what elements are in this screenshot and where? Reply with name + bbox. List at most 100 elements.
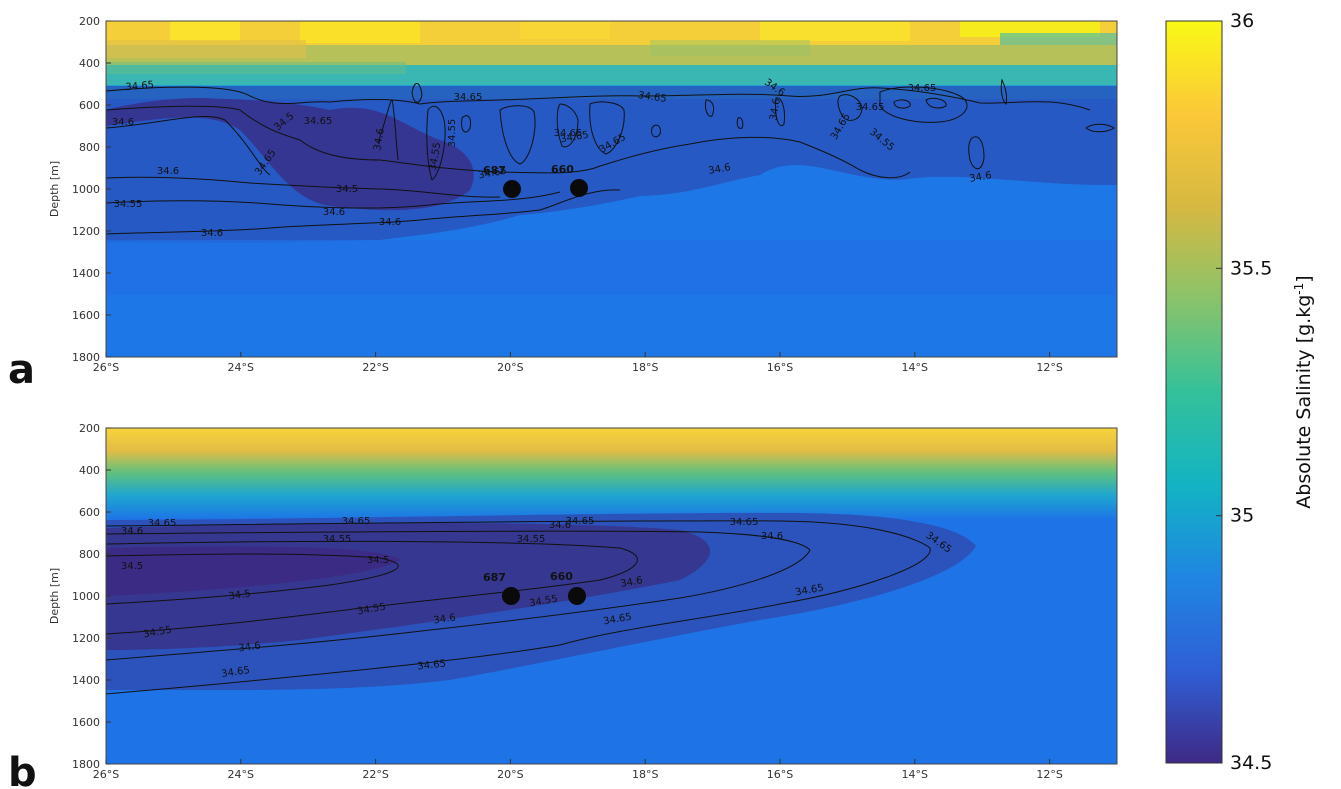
contour-label: 34.55 (357, 602, 387, 618)
contour-label: 34.65 (342, 516, 371, 527)
contour-label: 34.6 (238, 641, 262, 655)
contour-label: 34.65 (566, 516, 595, 527)
contour-label: 34.6 (549, 520, 571, 531)
float-687-label-a: 687 (483, 164, 506, 177)
contour-label: 34.65 (560, 130, 590, 146)
colorbar: 36 35.5 35 34.5 Absolute Salinity [g.kg-1] (1165, 10, 1315, 774)
x-tick-label: 16°S (767, 768, 793, 781)
y-tick-label: 1200 (72, 225, 100, 238)
contour-label: 34.65 (304, 116, 333, 127)
contour-label: 34.65 (454, 92, 483, 103)
x-tick-label: 26°S (93, 361, 119, 374)
panel-a-ylabel: Depth [m] (48, 161, 61, 217)
x-tick-label: 16°S (767, 361, 793, 374)
y-tick-label: 1600 (72, 716, 100, 729)
float-687-marker-b (502, 587, 520, 605)
contour-label: 34.65 (795, 583, 825, 599)
panel-b-ylabel: Depth [m] (48, 568, 61, 624)
x-tick-label: 24°S (228, 768, 254, 781)
float-687-marker-a (503, 180, 521, 198)
contour-label: 34.6 (761, 531, 783, 542)
x-tick-label: 20°S (497, 361, 523, 374)
x-tick-label: 14°S (902, 768, 928, 781)
x-tick-label: 24°S (228, 361, 254, 374)
float-687-label-b: 687 (483, 571, 506, 584)
contour-label: 34.65 (148, 518, 177, 529)
y-tick-label: 1400 (72, 267, 100, 280)
panel-a-letter: a (8, 347, 35, 393)
y-tick-label: 1400 (72, 674, 100, 687)
contour-label: 34.55 (428, 142, 444, 172)
contour-label: 34.6 (372, 128, 387, 152)
panel-a-contours (105, 78, 1115, 235)
panel-b-axes: 26°S 24°S 22°S 20°S 18°S 16°S 14°S 12°S 200 400 60… (72, 422, 1063, 781)
contour-label: 34.6 (157, 166, 179, 177)
contour-label: 34.5 (121, 561, 143, 572)
contour-label: 34.55 (517, 534, 546, 545)
panel-b-floats: 687 660 (483, 570, 586, 605)
contour-label: 34.65 (554, 128, 583, 139)
y-tick-label: 400 (79, 57, 100, 70)
contour-label: 34.5 (336, 184, 358, 195)
y-tick-label: 1800 (72, 351, 100, 364)
panel-a-axes: 26°S 24°S 22°S 20°S 18°S 16°S 14°S 12°S 200 400 60… (72, 15, 1063, 374)
y-tick-label: 800 (79, 548, 100, 561)
x-tick-label: 12°S (1036, 768, 1062, 781)
y-tick-label: 1600 (72, 309, 100, 322)
colorbar-label-sup: -1 (1292, 283, 1306, 295)
colorbar-tick-label: 36 (1230, 10, 1254, 32)
y-tick-label: 600 (79, 506, 100, 519)
contour-label: 34.6 (620, 575, 644, 590)
float-660-marker-a (570, 179, 588, 197)
panel-a-core-region (106, 98, 474, 211)
contour-label: 34.65 (908, 83, 937, 94)
contour-label: 34.65 (637, 90, 667, 105)
colorbar-label-main: Absolute Salinity [g.kg (1293, 295, 1315, 509)
x-tick-label: 12°S (1036, 361, 1062, 374)
y-tick-label: 1000 (72, 183, 100, 196)
contour-label: 34.6 (121, 526, 143, 537)
contour-label: 34.6 (768, 98, 783, 122)
contour-label: 34.6 (433, 613, 457, 627)
contour-label: 34.55 (323, 534, 352, 545)
contour-label: 34.65 (730, 517, 759, 528)
contour-label: 34.55 (529, 594, 559, 610)
contour-label: 34.6 (379, 217, 401, 228)
contour-label: 34.65 (125, 80, 154, 93)
panel-a-surface-texture (106, 21, 1117, 74)
panel-b-contours (105, 520, 931, 695)
contour-label: 34.6 (323, 207, 345, 218)
x-tick-label: 20°S (497, 768, 523, 781)
panel-b-core-center (106, 546, 400, 596)
x-tick-label: 22°S (362, 768, 388, 781)
panel-a-floats: 687 660 (483, 163, 588, 198)
contour-label: 34.65 (417, 659, 447, 673)
float-660-marker-b (568, 587, 586, 605)
panel-b-letter: b (8, 750, 37, 789)
float-660-label-a: 660 (551, 163, 574, 176)
contour-label: 34.65 (603, 612, 633, 628)
colorbar-ticks: 36 35.5 35 34.5 (1216, 10, 1272, 774)
contour-label: 34.6 (201, 228, 223, 239)
x-tick-label: 14°S (902, 361, 928, 374)
contour-label: 34.55 (114, 199, 143, 210)
contour-label: 34.6 (112, 117, 134, 128)
float-660-label-b: 660 (550, 570, 573, 583)
contour-label: 34.5 (228, 589, 252, 603)
y-tick-label: 1200 (72, 632, 100, 645)
colorbar-label-close: ] (1293, 275, 1315, 282)
y-tick-label: 400 (79, 464, 100, 477)
y-tick-label: 1000 (72, 590, 100, 603)
contour-label: 34.6 (708, 162, 732, 177)
contour-label: 34.55 (143, 625, 173, 641)
contour-label: 34.5 (367, 555, 389, 566)
colorbar-scale (1165, 20, 1223, 764)
colorbar-tick-label: 34.5 (1230, 752, 1272, 774)
x-tick-label: 26°S (93, 768, 119, 781)
contour-label: 34.65 (221, 665, 251, 680)
colorbar-tick-label: 35.5 (1230, 257, 1272, 279)
